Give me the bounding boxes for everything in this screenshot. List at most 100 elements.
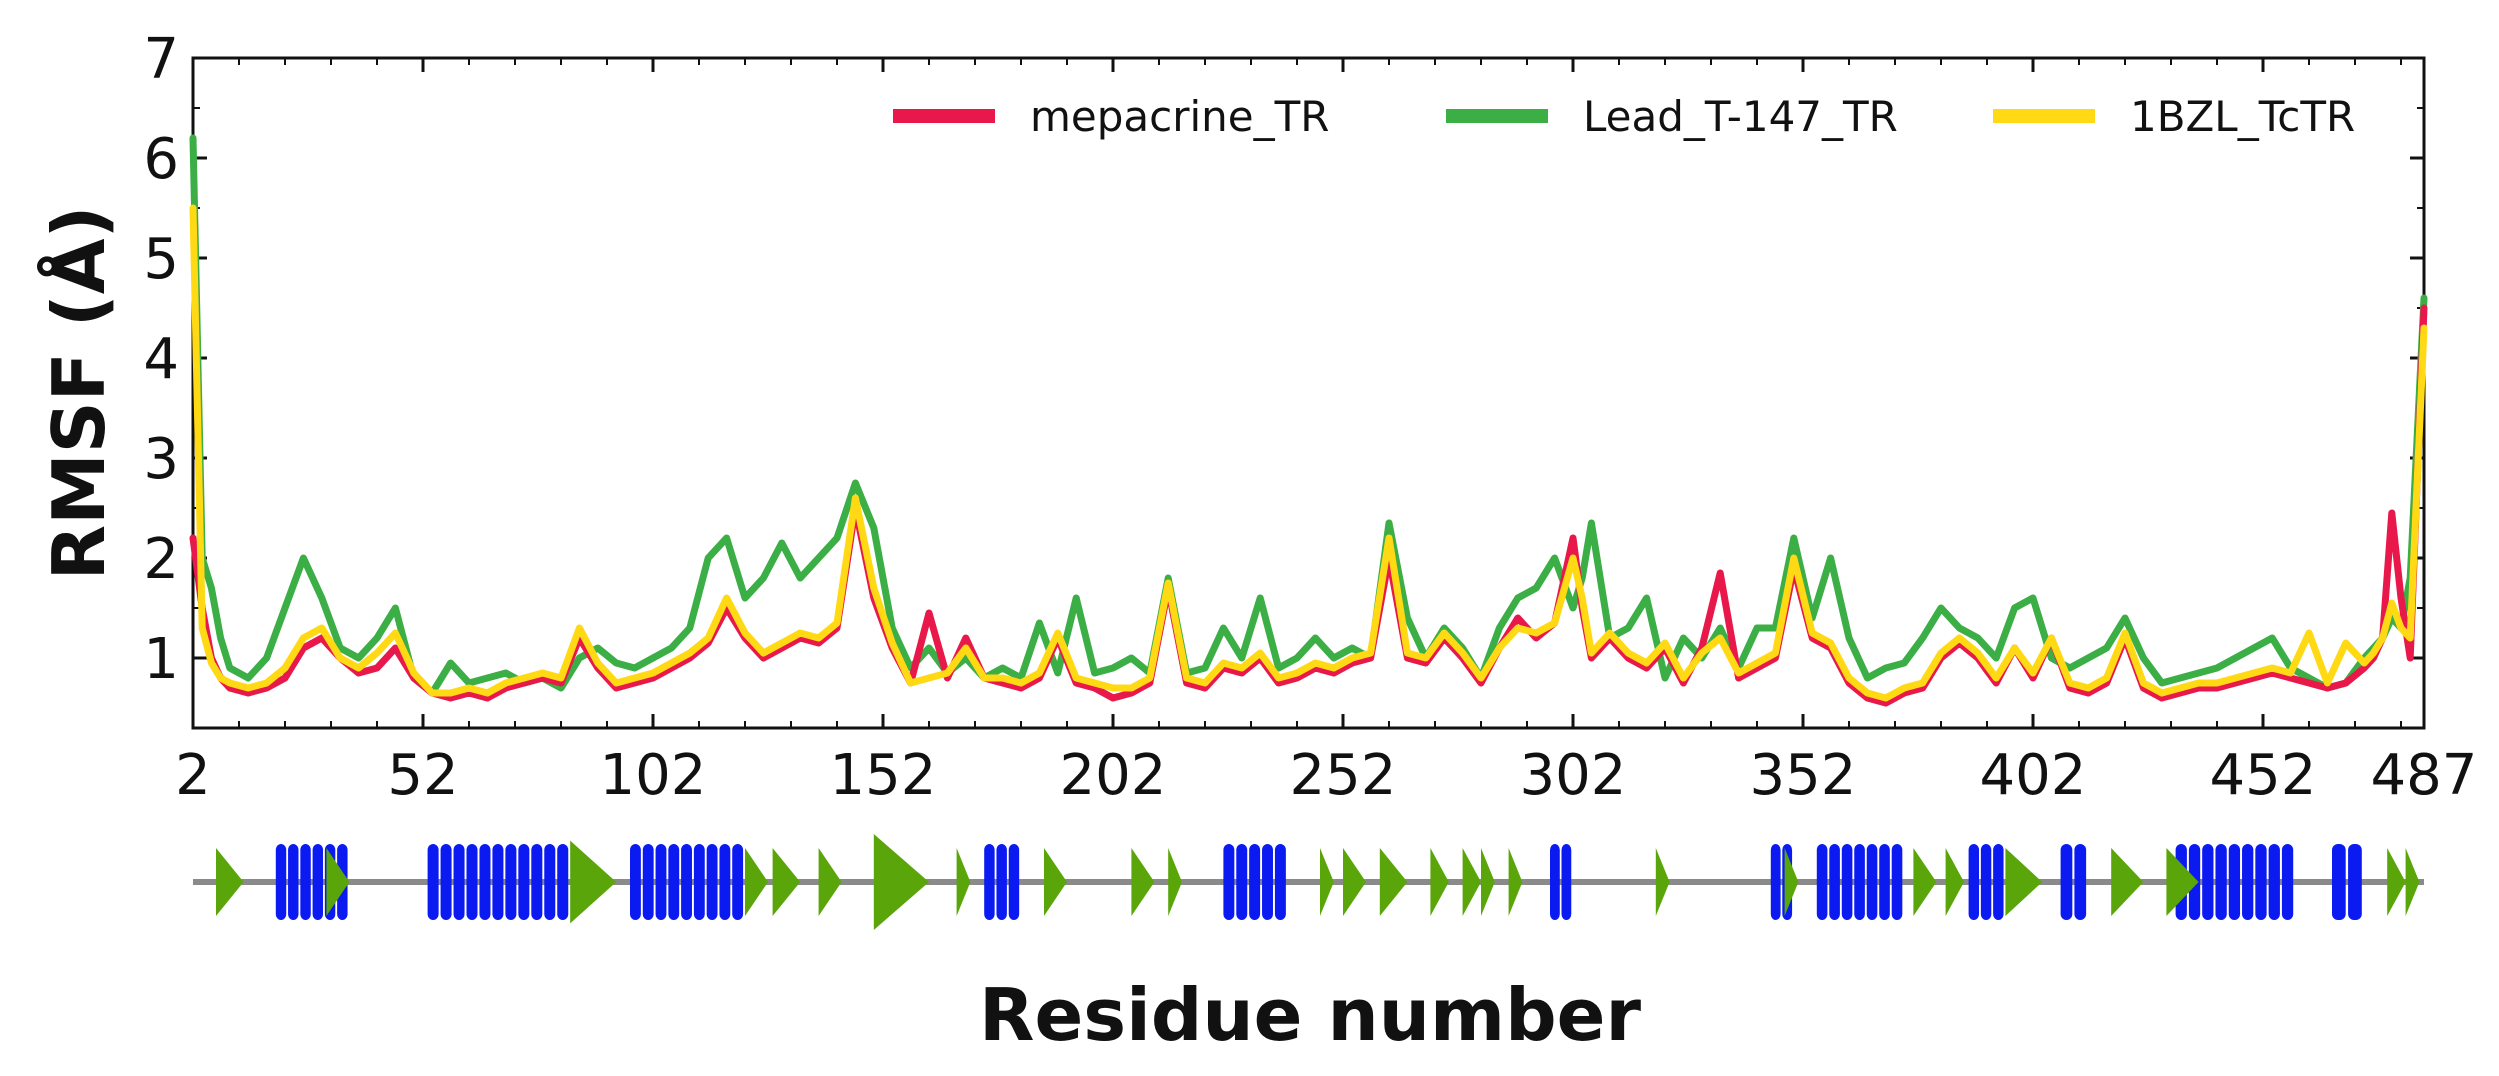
y-tick-label: 5 [143,227,179,292]
x-tick-label: 202 [1060,743,1167,808]
y-tick-label: 2 [143,527,179,592]
strand-arrow [1481,848,1495,916]
y-tick-label: 3 [143,427,179,492]
helix-turn [1866,844,1878,920]
strand-arrow [818,848,842,916]
helix-turn [557,844,569,920]
helix-turn [2215,844,2227,920]
strand-arrow [1945,848,1964,916]
strand-arrow [2166,848,2199,916]
helix-turn [1262,844,1273,920]
helix-turn [275,844,287,920]
strand-arrow [772,848,801,916]
strand-arrow [2005,848,2043,916]
helix-turn [2242,844,2254,920]
helix-turn [1879,844,1890,920]
helix-turn [453,844,465,920]
strand-arrow [1044,848,1067,916]
strand-arrow [570,840,617,924]
strand-arrow [873,834,929,930]
x-tick-label: 152 [830,743,937,808]
helix-turn [2202,844,2214,920]
x-tick-label: 252 [1290,743,1397,808]
helix-turn [1993,844,2004,920]
strand-arrow [1462,848,1481,916]
legend-label-lead: Lead_T-147_TR [1583,92,1898,141]
x-tick-label: 52 [387,743,458,808]
helix-turn [440,844,452,920]
strand-arrow [2405,848,2420,916]
strand-arrow [1168,848,1182,916]
helix-segment [630,844,744,920]
plot-frame [191,56,2426,730]
helix-turn [984,844,995,920]
y-tick-label: 7 [143,27,179,92]
helix-turn [466,844,478,920]
strand-arrow [326,848,350,916]
strand-arrow [1320,848,1334,916]
helix-turn [2228,844,2241,920]
helix-turn [2060,844,2073,920]
x-tick-label: 302 [1520,743,1627,808]
helix-turn [2348,844,2362,920]
helix-turn [518,844,530,920]
strand-arrow [1131,848,1155,916]
strand-arrow [2387,848,2406,916]
helix-turn [1236,844,1248,920]
series-line-1bzl [189,204,2428,702]
helix-segment [2060,844,2087,920]
x-tick-label: 102 [600,743,707,808]
series-line-mepacrine [189,304,2428,707]
strand-arrow [1430,848,1449,916]
helix-turn [1816,844,1828,920]
helix-turn [1249,844,1261,920]
series-line-lead [189,134,2428,697]
helix-segment [1968,844,2004,920]
helix-turn [1008,844,1020,920]
helix-turn [544,844,556,920]
x-axis-title: Residue number [979,973,1641,1057]
legend-label-1bzl: 1BZL_TcTR [2130,92,2355,141]
helix-segment [427,844,569,920]
y-axis-title: RMSF (Å) [37,206,121,581]
helix-turn [642,844,654,920]
helix-turn [1854,844,1865,920]
helix-turn [1841,844,1853,920]
helix-turn [1223,844,1235,920]
x-tick-label: 452 [2210,743,2317,808]
strand-arrow [745,848,768,916]
strand-arrow [956,848,971,916]
helix-turn [1550,844,1560,920]
helix-turn [2074,844,2087,920]
helix-turn [505,844,517,920]
helix-turn [630,844,641,920]
series-lines [189,134,2428,707]
helix-turn [693,844,705,920]
strand-arrow [2111,848,2144,916]
helix-segment [2332,844,2362,920]
strand-arrow [1379,848,1408,916]
helix-turn [655,844,667,920]
helix-segment [984,844,1020,920]
y-tick-label: 6 [143,127,179,192]
helix-turn [681,844,692,920]
helix-turn [427,844,439,920]
strand-arrow [1343,848,1366,916]
helix-turn [2281,844,2294,920]
helix-turn [531,844,543,920]
helix-turn [1770,844,1781,920]
y-tick-label: 4 [143,327,179,392]
x-tick-label: 487 [2371,743,2478,808]
helix-turn [1829,844,1840,920]
helix-turn [1274,844,1286,920]
helix-turn [2332,844,2346,920]
helix-turn [1968,844,1980,920]
helix-turn [2268,844,2280,920]
helix-turn [288,844,299,920]
helix-turn [706,844,718,920]
strand-arrow [216,848,244,916]
x-tick-label: 402 [1980,743,2087,808]
y-tick-label: 1 [143,627,179,692]
helix-segment [1223,844,1286,920]
